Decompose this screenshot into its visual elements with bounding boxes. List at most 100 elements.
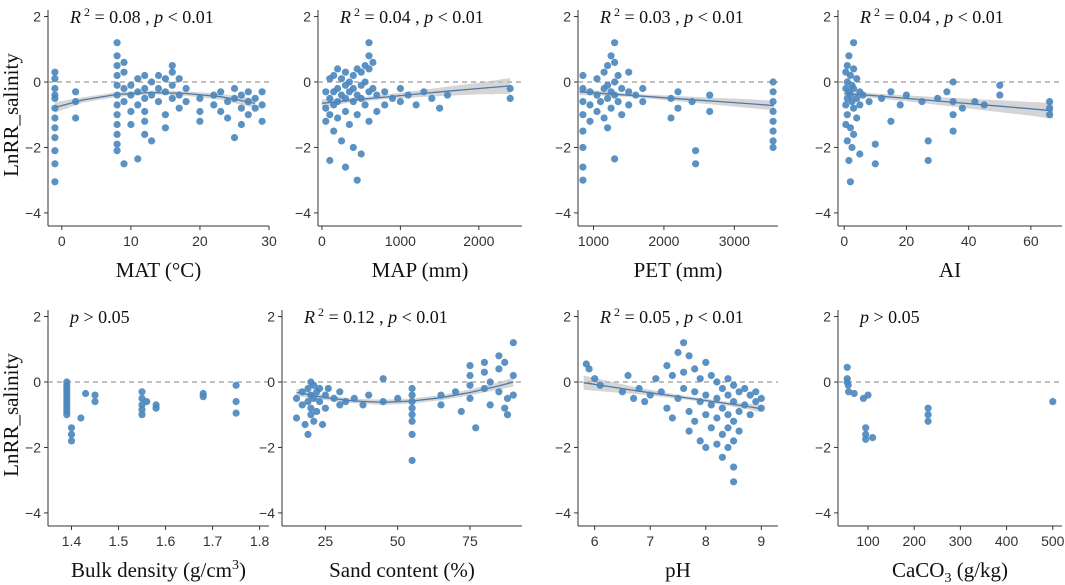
panel-1-stat-annotation: R 2 = 0.08 , p < 0.01 bbox=[69, 5, 214, 27]
panel-1-x-tick-label: 30 bbox=[261, 233, 277, 249]
panel-2-y-tick-label: 2 bbox=[303, 9, 311, 25]
panel-2-data-point bbox=[349, 71, 357, 80]
panel-5-x-tick-label: 1.5 bbox=[109, 533, 129, 549]
panel-1-x-tick-label: 10 bbox=[123, 233, 139, 249]
panel-2-data-point bbox=[341, 107, 350, 116]
panel-6-data-point bbox=[324, 384, 332, 393]
panel-7-data-point bbox=[702, 358, 710, 366]
panel-5-y-tick-label: 0 bbox=[33, 374, 41, 390]
panel-5-data-point bbox=[67, 430, 76, 438]
panel-8-data-point bbox=[924, 404, 932, 412]
panel-1-data-point bbox=[120, 98, 128, 106]
panel-3-data-point bbox=[611, 39, 619, 47]
panel-4-data-point bbox=[845, 52, 853, 60]
panel-4-data-point bbox=[856, 150, 864, 158]
panel-6-data-point bbox=[480, 368, 488, 376]
panel-4-data-point bbox=[949, 127, 957, 135]
panel-8-stat-annotation: p > 0.05 bbox=[858, 307, 920, 327]
panel-1-data-point bbox=[141, 130, 149, 138]
panel-3-data-point bbox=[639, 98, 647, 106]
panel-7-data-point bbox=[735, 388, 743, 396]
panel-6-data-point bbox=[365, 391, 373, 399]
panel-7-data-point bbox=[702, 391, 710, 399]
panel-2-data-point bbox=[334, 98, 342, 106]
panel-6-data-point bbox=[466, 381, 474, 389]
panel-8-x-tick-label: 400 bbox=[995, 533, 1019, 549]
panel-1-data-point bbox=[120, 68, 128, 76]
panel-7-data-point bbox=[674, 348, 682, 357]
panel-1-data-point bbox=[168, 94, 176, 102]
panel-1-data-point bbox=[120, 160, 128, 168]
panel-3-data-point bbox=[611, 58, 619, 66]
panel-1-data-point bbox=[51, 160, 59, 168]
panel-4-data-point bbox=[896, 101, 904, 109]
panel-3-data-point bbox=[769, 127, 777, 135]
panel-4-data-point bbox=[924, 137, 932, 145]
panel-4-data-point bbox=[843, 111, 851, 119]
panel-1-data-point bbox=[72, 98, 80, 106]
panel-7-data-point bbox=[674, 394, 682, 402]
panel-4-data-point bbox=[943, 88, 951, 96]
panel-7-data-point bbox=[680, 384, 688, 393]
panel-6-data-point bbox=[298, 401, 306, 409]
panel-6-data-point bbox=[501, 404, 509, 412]
panel-1-x-tick-label: 20 bbox=[192, 233, 208, 249]
panel-6-data-point bbox=[310, 417, 318, 425]
panel-1-data-point bbox=[161, 88, 169, 96]
panel-5-data-point bbox=[138, 411, 146, 419]
panel-3-data-point bbox=[604, 124, 612, 132]
panel-7-data-point bbox=[730, 398, 738, 406]
panel-6-data-point bbox=[304, 430, 312, 438]
panel-7-data-point bbox=[691, 417, 699, 425]
panel-2-data-point bbox=[365, 65, 373, 73]
panel-3-y-tick-label: 0 bbox=[563, 74, 571, 90]
panel-6-data-point bbox=[394, 394, 402, 402]
panel-7-data-point bbox=[685, 352, 693, 360]
panel-3-data-point bbox=[674, 88, 682, 96]
panel-2-data-point bbox=[396, 84, 404, 93]
panel-7-data-point bbox=[691, 388, 699, 396]
y-axis-label-row1: LnRR_salinity bbox=[0, 53, 23, 177]
panel-2-data-point bbox=[349, 98, 357, 106]
panel-7-confidence-band bbox=[583, 375, 762, 413]
panel-3-data-point bbox=[611, 91, 619, 99]
panel-5-data-point bbox=[138, 388, 146, 396]
panel-6-data-point bbox=[292, 394, 301, 402]
panel-4-data-point bbox=[843, 137, 851, 145]
panel-3-data-point bbox=[667, 94, 675, 102]
panel-7: −4 −2 0 2 6 7 8 9 R 2 = 0.05 , p < 0.01 pH bbox=[555, 305, 778, 582]
panel-4-x-tick-label: 20 bbox=[899, 233, 915, 249]
panel-4-x-tick-label: 40 bbox=[961, 233, 977, 249]
panel-6-data-point bbox=[292, 414, 301, 422]
panel-1-data-point bbox=[217, 107, 225, 116]
panel-7-data-point bbox=[713, 440, 721, 448]
panel-1-data-point bbox=[51, 75, 59, 83]
panel-5-data-point bbox=[232, 381, 240, 389]
panel-3-data-point bbox=[692, 147, 700, 155]
panel-1-data-point bbox=[161, 124, 169, 132]
panel-2-data-point bbox=[404, 91, 412, 99]
panel-1-data-point bbox=[168, 62, 176, 70]
panel-6-data-point bbox=[408, 391, 416, 399]
panel-3-data-point bbox=[614, 98, 622, 106]
panel-2-data-point bbox=[365, 52, 373, 60]
panel-6-x-tick-label: 25 bbox=[318, 533, 334, 549]
panel-7-data-point bbox=[730, 381, 738, 389]
panel-7-data-point bbox=[730, 417, 738, 425]
panel-6-data-point bbox=[408, 384, 416, 393]
panel-7-data-point bbox=[718, 453, 727, 461]
panel-3-data-point bbox=[600, 114, 608, 122]
panel-7-x-tick-label: 9 bbox=[757, 533, 765, 549]
panel-4-data-point bbox=[996, 91, 1004, 99]
panel-4-data-point bbox=[996, 81, 1004, 89]
panel-1-data-point bbox=[51, 84, 59, 93]
panel-7-data-point bbox=[652, 375, 660, 383]
panel-1-data-point bbox=[72, 88, 80, 96]
panel-3-data-point bbox=[706, 107, 714, 116]
panel-7-data-point bbox=[757, 394, 765, 402]
panel-7-data-point bbox=[752, 388, 760, 396]
panel-1-data-point bbox=[196, 117, 204, 125]
panel-5-x-tick-label: 1.8 bbox=[250, 533, 270, 549]
panel-7-data-point bbox=[641, 398, 649, 406]
